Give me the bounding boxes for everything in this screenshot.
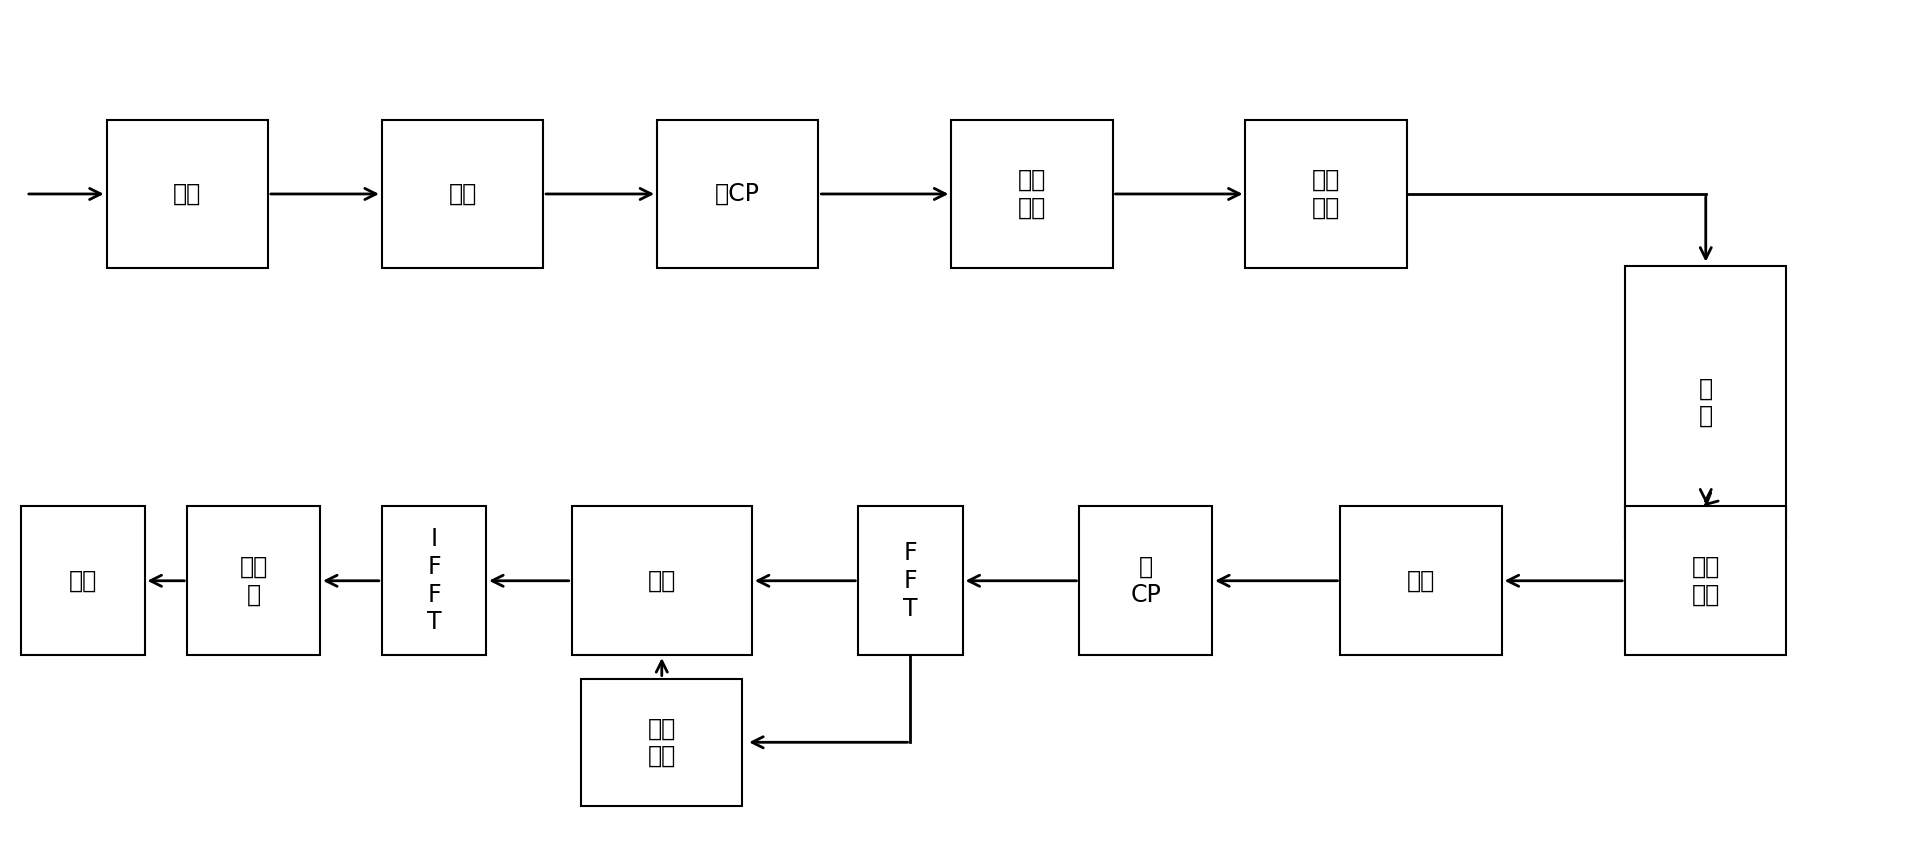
Bar (1080, 506, 1212, 655)
Bar (21, 506, 145, 655)
Bar (572, 506, 751, 655)
Text: 去
CP: 去 CP (1130, 555, 1161, 607)
Text: 编码: 编码 (174, 182, 201, 206)
Bar (952, 119, 1113, 269)
Bar (382, 119, 543, 269)
Text: 信
道: 信 道 (1698, 377, 1713, 429)
Text: 匹配
滤波: 匹配 滤波 (1692, 555, 1721, 607)
Text: 加CP: 加CP (715, 182, 761, 206)
Bar (581, 678, 742, 806)
Bar (1340, 506, 1501, 655)
Text: 判决: 判决 (69, 569, 98, 593)
Bar (107, 119, 268, 269)
Text: 同步: 同步 (1407, 569, 1436, 593)
Text: 信道
估计: 信道 估计 (648, 716, 677, 768)
Text: F
F
T: F F T (902, 541, 918, 620)
Bar (1245, 119, 1407, 269)
Bar (858, 506, 962, 655)
Bar (1625, 266, 1786, 538)
Bar (1625, 506, 1786, 655)
Text: 映射: 映射 (449, 182, 476, 206)
Text: I
F
F
T: I F F T (426, 527, 442, 634)
Text: 成型
滤波: 成型 滤波 (1312, 168, 1340, 219)
Text: 数据
成帧: 数据 成帧 (1017, 168, 1046, 219)
Text: 解映
射: 解映 射 (239, 555, 268, 607)
Bar (658, 119, 818, 269)
Bar (187, 506, 319, 655)
Bar (382, 506, 486, 655)
Text: 均衡: 均衡 (648, 569, 677, 593)
